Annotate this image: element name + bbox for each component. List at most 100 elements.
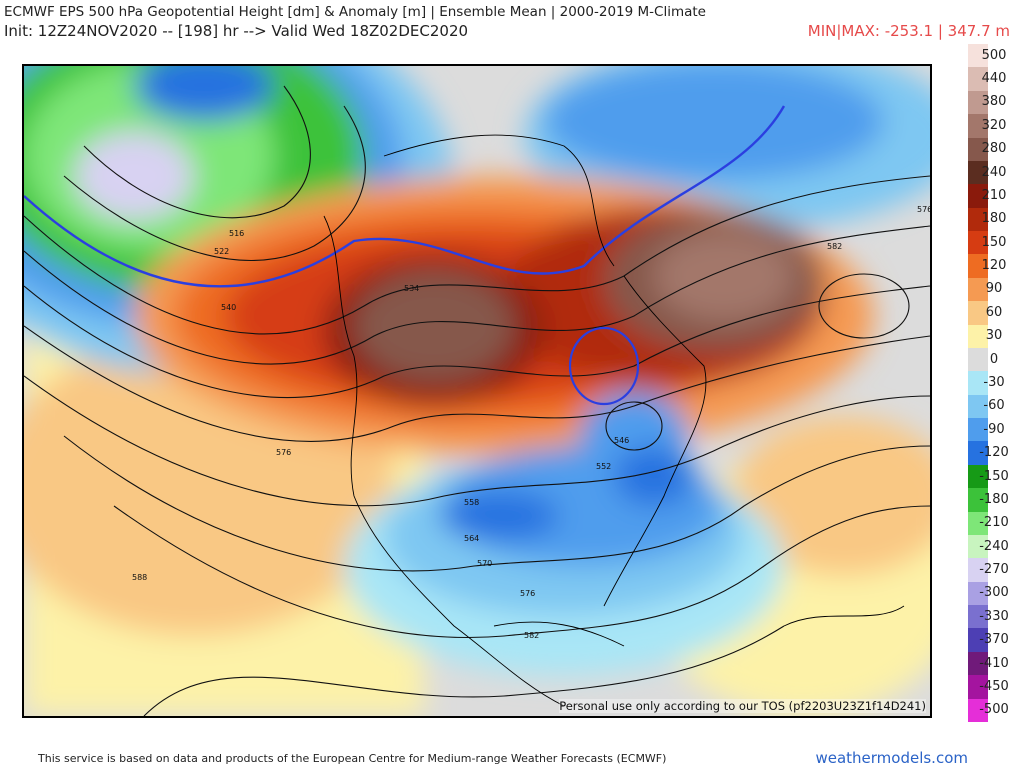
contour-label: 576: [917, 205, 930, 214]
legend-entry: -370: [968, 628, 1020, 652]
map-canvas: 522 516 534 540 546 552 558 564 570 576 …: [24, 66, 930, 716]
contour-label: 534: [404, 284, 419, 293]
legend-swatch: [968, 207, 988, 232]
legend-entry: 150: [968, 231, 1020, 255]
legend-entry: -210: [968, 511, 1020, 535]
height-contours: [24, 85, 930, 716]
legend-entry: -270: [968, 558, 1020, 582]
reference-540-line: [24, 105, 786, 288]
legend-swatch: [968, 347, 988, 372]
legend-entry: -300: [968, 581, 1020, 606]
contour-label: 522: [214, 247, 229, 256]
legend-entry: -500: [968, 698, 1020, 722]
legend-label: -330: [979, 608, 1009, 624]
legend-label: -90: [983, 421, 1005, 437]
legend-swatch: [968, 558, 988, 582]
init-valid-time: Init: 12Z24NOV2020 -- [198] hr --> Valid…: [4, 22, 469, 40]
legend-swatch: [968, 44, 988, 68]
legend-label: -370: [979, 632, 1009, 648]
contour-label: 546: [614, 436, 629, 445]
contour-label: 576: [520, 589, 535, 598]
contour-label: 552: [596, 462, 611, 471]
reference-closed-low: [568, 326, 640, 406]
legend-label: -270: [979, 562, 1009, 578]
legend-swatch: [968, 67, 988, 91]
legend-swatch: [968, 137, 988, 161]
legend-entry: 180: [968, 207, 1020, 232]
legend-label: -180: [979, 491, 1009, 507]
legend-label: -150: [979, 468, 1009, 484]
legend-entry: -450: [968, 675, 1020, 699]
legend-swatch: [968, 511, 988, 535]
legend-label: 0: [989, 351, 999, 367]
legend-swatch: [968, 534, 988, 559]
legend-entry: 210: [968, 184, 1020, 208]
contour-label: 576: [276, 448, 291, 457]
legend-label: 120: [981, 258, 1007, 274]
legend-label: -60: [983, 398, 1005, 414]
contour-label: 540: [221, 303, 236, 312]
legend-entry: -180: [968, 488, 1020, 512]
legend-entry: -60: [968, 394, 1020, 419]
legend-label: 500: [981, 47, 1007, 63]
legend-entry: -120: [968, 441, 1020, 465]
legend-label: 320: [981, 117, 1007, 133]
legend-swatch: [968, 160, 988, 185]
legend-label: -30: [983, 374, 1005, 390]
anomaly-shading: [24, 66, 930, 716]
legend-entry: -90: [968, 418, 1020, 442]
legend-swatch: [968, 277, 988, 302]
contour-label: 582: [827, 242, 842, 251]
legend-entry: 240: [968, 160, 1020, 185]
legend-swatch: [968, 628, 988, 652]
legend-label: -410: [979, 655, 1009, 671]
contour-label: 582: [524, 631, 539, 640]
legend-swatch: [968, 488, 988, 512]
legend-entry: -150: [968, 464, 1020, 489]
legend-label: -500: [979, 702, 1009, 718]
legend-swatch: [968, 114, 988, 138]
legend-label: 150: [981, 234, 1007, 250]
legend-swatch: [968, 675, 988, 699]
tos-watermark: Personal use only according to our TOS (…: [559, 699, 926, 713]
legend-swatch: [968, 418, 988, 442]
legend-entry: 320: [968, 114, 1020, 138]
legend-entry: 500: [968, 44, 1020, 68]
legend-entry: 120: [968, 254, 1020, 278]
brand-link[interactable]: weathermodels.com: [815, 749, 968, 767]
legend-label: -300: [979, 585, 1009, 601]
anomaly-map[interactable]: 522 516 534 540 546 552 558 564 570 576 …: [22, 64, 932, 718]
legend-label: -240: [979, 538, 1009, 554]
legend-label: 210: [981, 187, 1007, 203]
legend-label: 90: [985, 281, 1003, 297]
legend-label: 240: [981, 164, 1007, 180]
legend-entry: -330: [968, 605, 1020, 629]
color-legend: 500 440 380 320 280 240 210 180 150 120 90 60 30 0 -30…: [968, 44, 1020, 722]
chart-title: ECMWF EPS 500 hPa Geopotential Height [d…: [4, 4, 706, 20]
legend-swatch: [968, 394, 988, 419]
legend-label: 60: [985, 304, 1003, 320]
legend-swatch: [968, 441, 988, 465]
contour-label: 558: [464, 498, 479, 507]
legend-entry: -240: [968, 534, 1020, 559]
legend-entry: 90: [968, 277, 1020, 302]
legend-swatch: [968, 651, 988, 676]
contour-label: 588: [132, 573, 147, 582]
legend-label: 30: [985, 328, 1003, 344]
contour-label: 564: [464, 534, 479, 543]
legend-entry: 0: [968, 347, 1020, 372]
legend-swatch: [968, 301, 988, 325]
legend-label: -210: [979, 515, 1009, 531]
legend-entry: -410: [968, 651, 1020, 676]
min-max-readout: MIN|MAX: -253.1 | 347.7 m: [807, 22, 1010, 40]
legend-swatch: [968, 464, 988, 489]
legend-entry: 440: [968, 67, 1020, 91]
legend-swatch: [968, 324, 988, 348]
legend-entry: -30: [968, 371, 1020, 395]
legend-swatch: [968, 698, 988, 722]
legend-label: -450: [979, 678, 1009, 694]
legend-swatch: [968, 184, 988, 208]
legend-swatch: [968, 581, 988, 606]
legend-swatch: [968, 231, 988, 255]
legend-label: 280: [981, 141, 1007, 157]
